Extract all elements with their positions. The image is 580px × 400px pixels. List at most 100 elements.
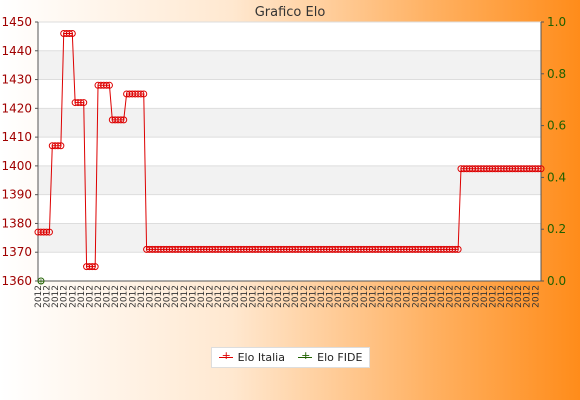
data-point-elo-fide-marker: +	[38, 277, 45, 286]
data-point-elo-italia	[105, 81, 113, 89]
x-tick-label: 2012	[497, 285, 507, 308]
x-tick-label: 2012	[446, 285, 456, 308]
x-tick-label: 2012	[43, 285, 53, 308]
y-left-tick-label: 1370	[1, 245, 32, 259]
x-tick-label: 2012	[403, 285, 413, 308]
x-tick-label: 2012	[326, 285, 336, 308]
x-tick-label: 2012	[480, 285, 490, 308]
x-tick-label: 2012	[265, 285, 275, 308]
grid-band	[38, 194, 541, 224]
legend-fide-marker-icon	[298, 349, 313, 363]
data-point-elo-fide	[37, 277, 45, 285]
x-tick-label: 2012	[360, 285, 370, 308]
data-point-elo-italia	[117, 116, 125, 124]
data-point-elo-italia	[54, 142, 62, 150]
x-tick-label: 2012	[343, 285, 353, 308]
chart-title: Grafico Elo	[255, 5, 326, 20]
data-point-elo-italia	[45, 228, 53, 236]
grid-band	[38, 79, 541, 109]
x-tick-label: 2012	[437, 285, 447, 308]
legend-italia-marker-icon	[218, 349, 233, 363]
x-tick-label: 2012	[214, 285, 224, 308]
grid-band	[38, 165, 541, 195]
x-tick-label: 2012	[180, 285, 190, 308]
grid-band	[38, 22, 541, 51]
x-tick-label: 2012	[188, 285, 198, 308]
x-tick-label: 2012	[111, 285, 121, 308]
x-tick-label: 2012	[34, 285, 44, 308]
data-point-elo-italia	[65, 30, 73, 38]
x-tick-label: 2012	[428, 285, 438, 308]
x-tick-label: 2012	[523, 285, 533, 308]
x-tick-label: 2012	[463, 285, 473, 308]
grid-band	[38, 50, 541, 80]
x-tick-label: 2012	[85, 285, 95, 308]
legend-fide-label: Elo FIDE	[317, 351, 363, 364]
x-tick-label: 2012	[300, 285, 310, 308]
x-tick-label: 2012	[154, 285, 164, 308]
x-tick-label: 2012	[103, 285, 113, 308]
data-point-elo-italia	[137, 90, 145, 98]
data-point-elo-italia	[537, 165, 545, 173]
x-tick-label: 2012	[60, 285, 70, 308]
y-left-tick-label: 1430	[1, 73, 32, 87]
x-tick-label: 2012	[531, 285, 541, 308]
x-tick-label: 2012	[231, 285, 241, 308]
x-tick-label: 2012	[223, 285, 233, 308]
data-point-elo-italia	[88, 263, 96, 271]
x-tick-label: 2012	[145, 285, 155, 308]
x-tick-label: 2012	[334, 285, 344, 308]
x-tick-label: 2012	[291, 285, 301, 308]
y-right-tick-label: 0.4	[547, 170, 566, 184]
chart-legend: Elo Italia Elo FIDE	[211, 347, 370, 368]
legend-italia-label: Elo Italia	[237, 351, 285, 364]
x-tick-label: 2012	[120, 285, 130, 308]
x-tick-label: 2012	[377, 285, 387, 308]
x-tick-label: 2012	[317, 285, 327, 308]
x-tick-label: 2012	[163, 285, 173, 308]
x-tick-label: 2012	[137, 285, 147, 308]
y-left-tick-label: 1450	[1, 15, 32, 29]
x-tick-label: 2012	[51, 285, 61, 308]
y-left-tick-label: 1380	[1, 216, 32, 230]
x-tick-label: 2012	[94, 285, 104, 308]
x-tick-label: 2012	[386, 285, 396, 308]
x-tick-label: 2012	[205, 285, 215, 308]
y-right-tick-label: 1.0	[547, 15, 566, 29]
x-tick-label: 2012	[240, 285, 250, 308]
data-point-elo-italia	[57, 142, 65, 150]
x-tick-label: 2012	[411, 285, 421, 308]
data-point-elo-italia	[68, 30, 76, 38]
x-tick-label: 2012	[308, 285, 318, 308]
data-point-elo-italia	[77, 99, 85, 107]
y-left-tick-label: 1440	[1, 44, 32, 58]
data-point-elo-italia	[454, 245, 462, 253]
y-left-tick-label: 1400	[1, 159, 32, 173]
y-right-tick-label: 0.6	[547, 119, 566, 133]
x-tick-label: 2012	[394, 285, 404, 308]
data-point-elo-italia	[103, 81, 111, 89]
x-tick-label: 2012	[471, 285, 481, 308]
y-left-tick-label: 1410	[1, 130, 32, 144]
data-point-elo-italia	[140, 90, 148, 98]
x-tick-label: 2012	[420, 285, 430, 308]
data-point-elo-italia	[120, 116, 128, 124]
grid-band	[38, 252, 541, 281]
x-tick-label: 2012	[248, 285, 258, 308]
data-point-elo-italia	[534, 165, 542, 173]
legend-item-italia: Elo Italia	[218, 349, 285, 364]
x-tick-label: 2012	[197, 285, 207, 308]
y-right-tick-label: 0.2	[547, 222, 566, 236]
x-tick-label: 2012	[171, 285, 181, 308]
y-left-tick-label: 1420	[1, 101, 32, 115]
x-tick-label: 2012	[368, 285, 378, 308]
legend-item-fide: Elo FIDE	[298, 349, 363, 364]
y-left-tick-label: 1360	[1, 274, 32, 288]
x-tick-label: 2012	[274, 285, 284, 308]
y-right-tick-label: 0.8	[547, 67, 566, 81]
x-tick-label: 2012	[506, 285, 516, 308]
data-point-elo-italia	[43, 228, 51, 236]
x-tick-label: 2012	[128, 285, 138, 308]
x-tick-label: 2012	[77, 285, 87, 308]
